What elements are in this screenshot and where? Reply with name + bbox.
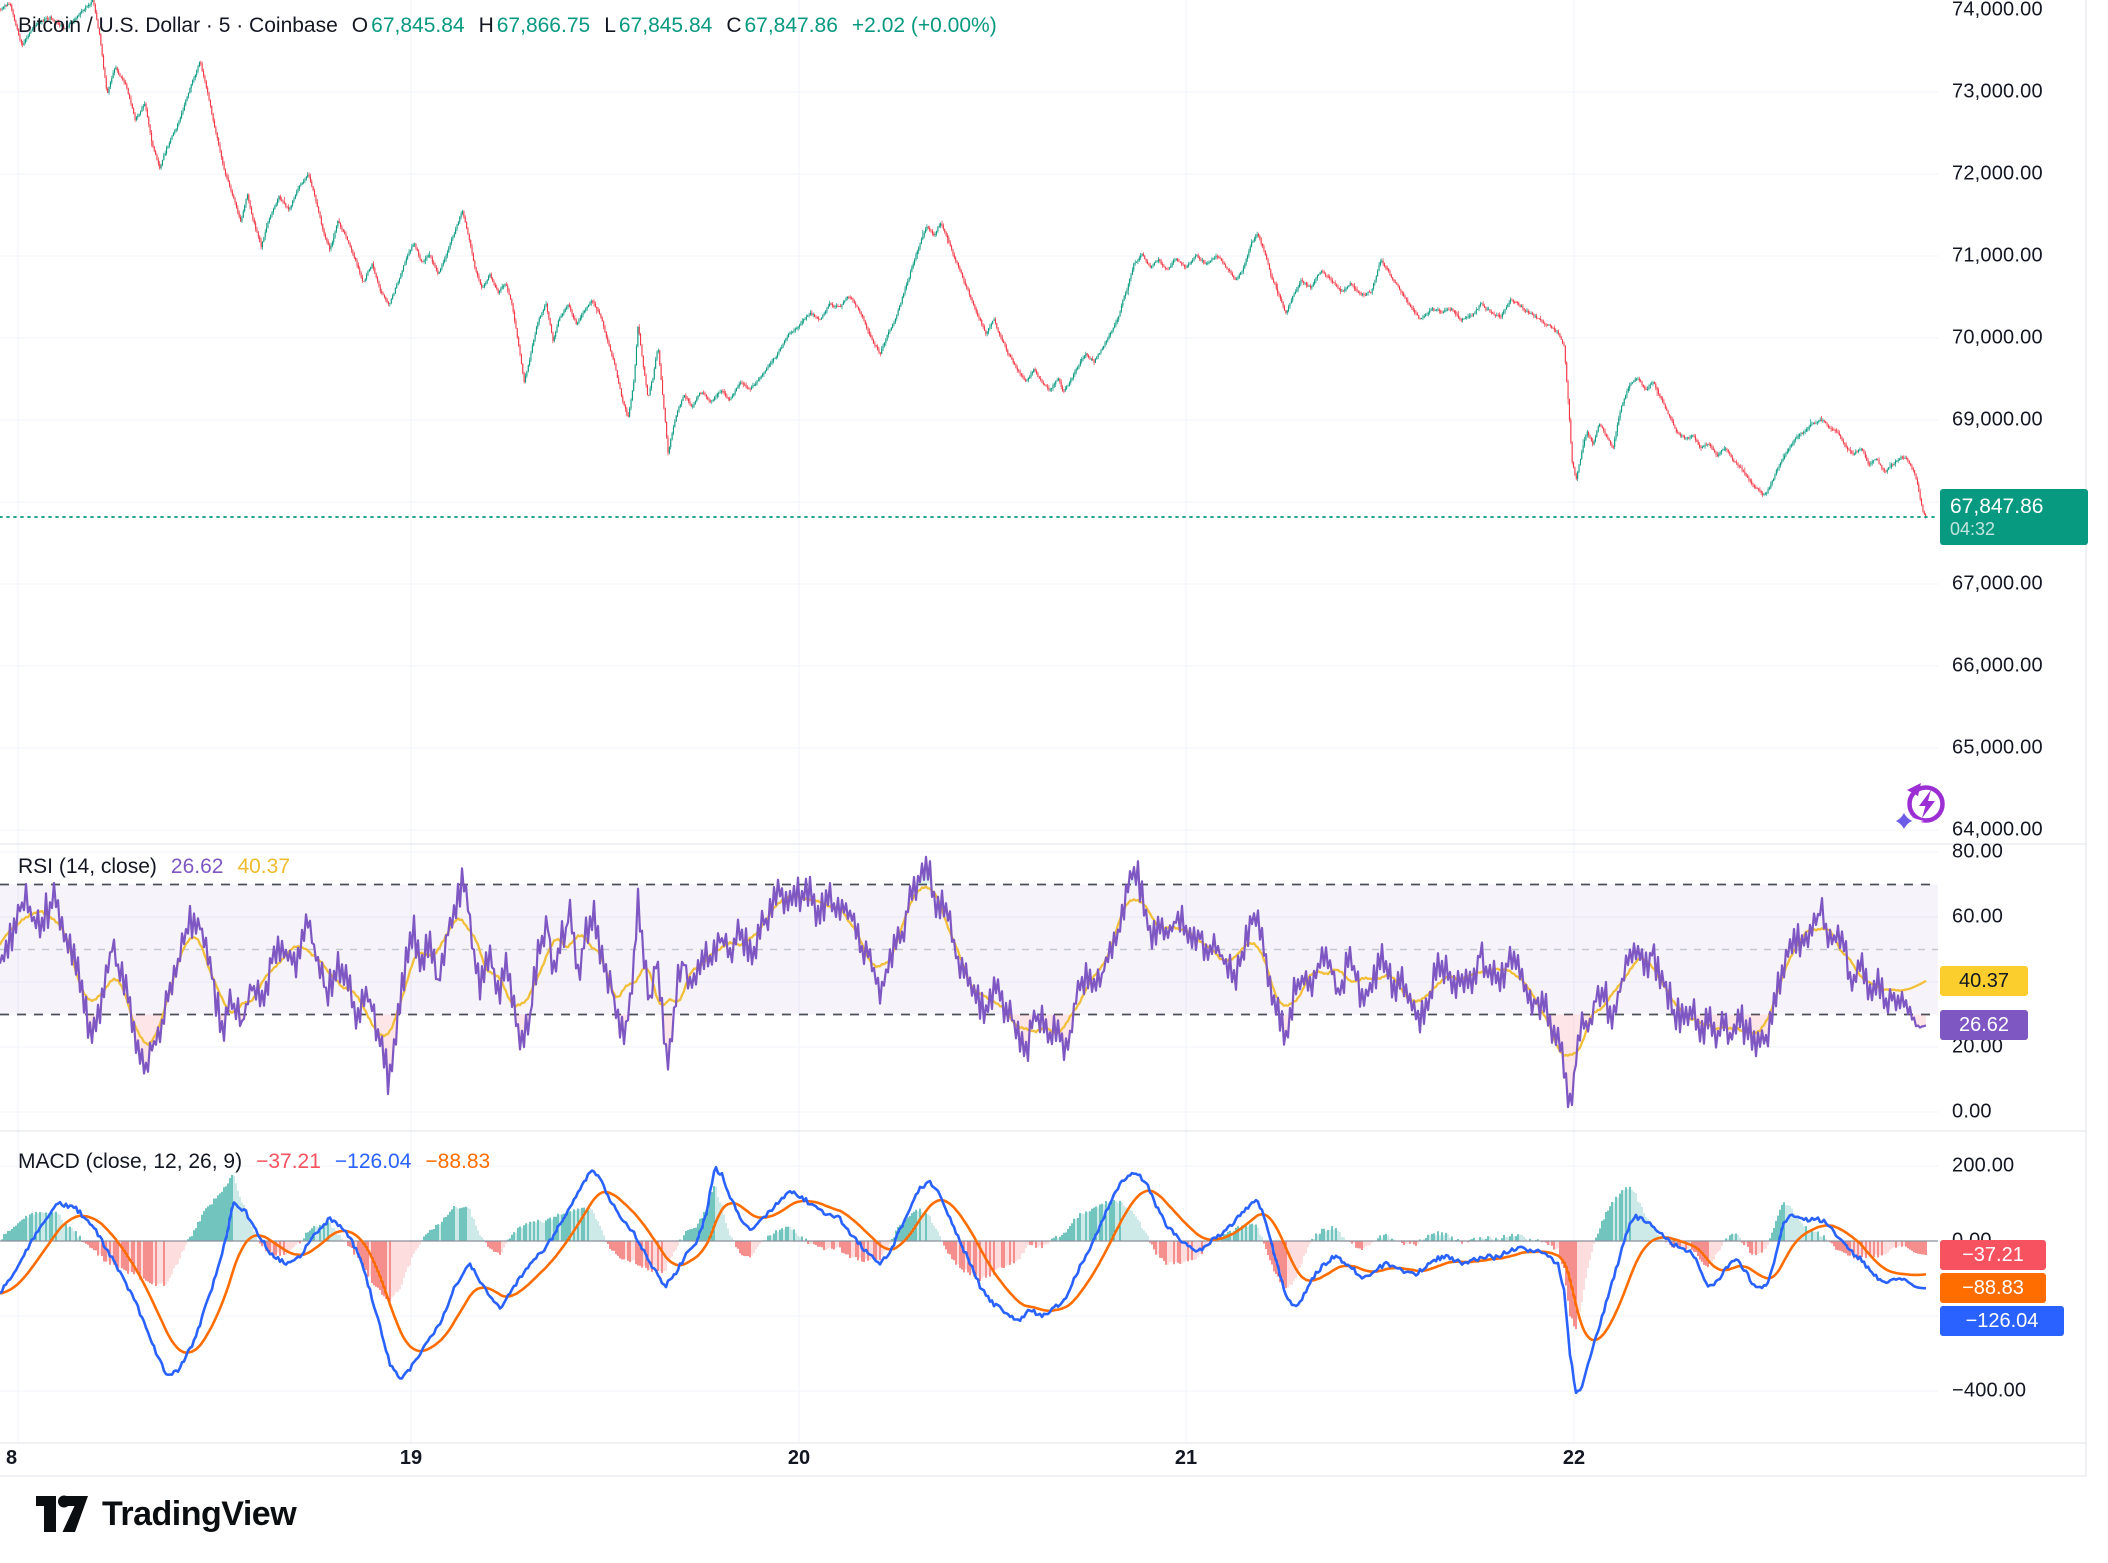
macd-signal-value: −88.83	[425, 1150, 491, 1173]
rsi-legend[interactable]: RSI (14, close) 26.62 40.37	[18, 855, 290, 879]
ai-sparkle-refresh-icon[interactable]	[1892, 776, 1948, 838]
rsi-label: RSI (14, close)	[18, 855, 157, 878]
macd-label: MACD (close, 12, 26, 9)	[18, 1150, 243, 1173]
macd-legend[interactable]: MACD (close, 12, 26, 9) −37.21 −126.04 −…	[18, 1150, 490, 1174]
tradingview-logo-text: TradingView	[102, 1494, 297, 1533]
macd-hist-value: −37.21	[256, 1150, 321, 1173]
lightning-bolt-icon	[1919, 790, 1935, 818]
tradingview-logo-icon	[36, 1495, 88, 1532]
sparkle-star-icon	[1892, 806, 1924, 836]
ohlc-close: C 67,847.86	[726, 14, 838, 37]
rsi-value: 26.62	[170, 855, 224, 878]
symbol-legend[interactable]: Bitcoin / U.S. Dollar · 5 · Coinbase O 67…	[18, 14, 997, 38]
tradingview-logo[interactable]: TradingView	[34, 1490, 297, 1538]
ohlc-open: O 67,845.84	[351, 14, 465, 37]
macd-line-value: −126.04	[334, 1150, 412, 1173]
rsi-ma-value: 40.37	[237, 855, 291, 878]
last-price-badge: 67,847.86 04:32	[1940, 489, 2088, 545]
bar-countdown: 04:32	[1950, 518, 1996, 539]
refresh-arrowhead-icon	[1907, 783, 1921, 796]
change-value: +2.02 (+0.00%)	[851, 14, 997, 37]
last-price: 67,847.86	[1950, 494, 2044, 518]
ohlc-high: H 67,866.75	[478, 14, 591, 37]
symbol-title: Bitcoin / U.S. Dollar · 5 · Coinbase	[18, 14, 338, 37]
ohlc-low: L 67,845.84	[604, 14, 713, 37]
